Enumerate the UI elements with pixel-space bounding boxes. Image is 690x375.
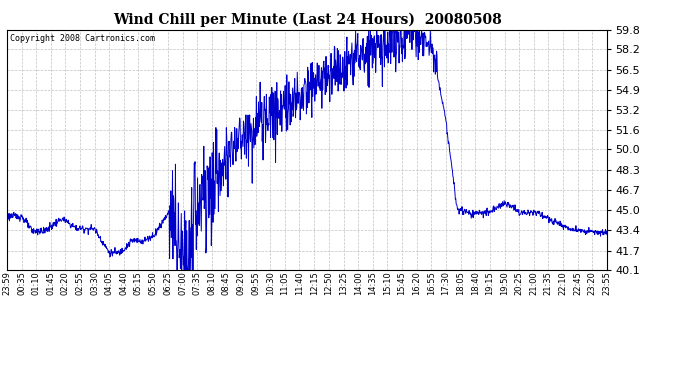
Text: Copyright 2008 Cartronics.com: Copyright 2008 Cartronics.com — [10, 34, 155, 43]
Title: Wind Chill per Minute (Last 24 Hours)  20080508: Wind Chill per Minute (Last 24 Hours) 20… — [112, 13, 502, 27]
